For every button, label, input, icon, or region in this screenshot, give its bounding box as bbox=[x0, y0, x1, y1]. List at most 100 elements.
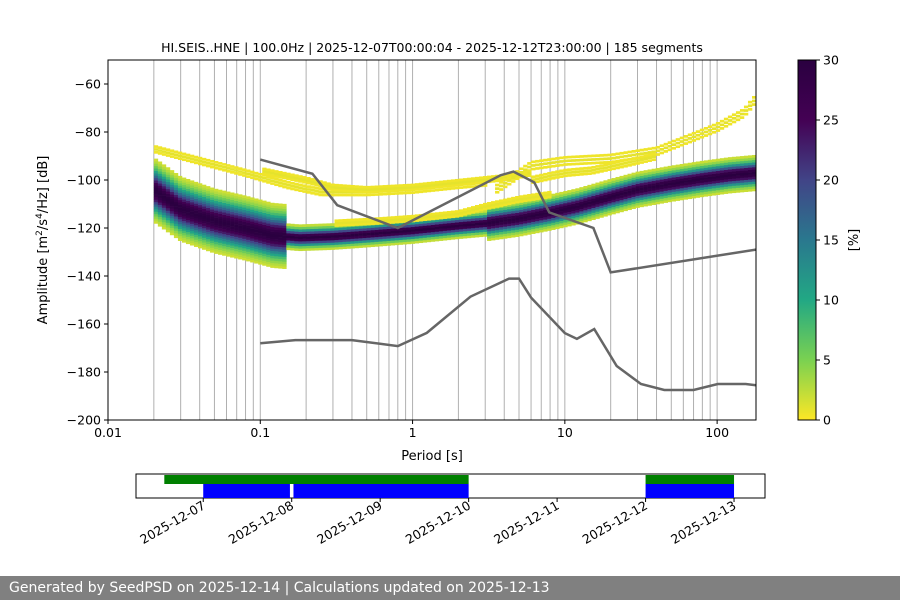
heat-cell-235 bbox=[185, 195, 191, 199]
heat-cell-1069 bbox=[350, 241, 355, 244]
heat-cell-1133 bbox=[374, 244, 379, 247]
heat-cell-424 bbox=[214, 205, 219, 209]
heat-cell-841 bbox=[278, 256, 283, 260]
heat-cell-617 bbox=[242, 202, 247, 206]
heat-cell-1420 bbox=[479, 231, 484, 235]
heat-cell-2289 bbox=[711, 173, 717, 177]
heat-cell-2219 bbox=[691, 164, 697, 168]
branch-2-cell-2898 bbox=[334, 219, 339, 223]
heat-cell-1565 bbox=[519, 223, 524, 227]
heat-cell-456 bbox=[218, 194, 223, 198]
heat-cell-2399 bbox=[739, 158, 745, 162]
coverage-blue-bar-2 bbox=[645, 484, 735, 498]
heat-cell-504 bbox=[226, 210, 231, 214]
heat-cell-1969 bbox=[627, 200, 632, 203]
heat-cell-1053 bbox=[342, 227, 347, 230]
heat-cell-1511 bbox=[503, 211, 508, 215]
heat-cell-804 bbox=[270, 214, 275, 218]
branch-1-cell-2758 bbox=[346, 189, 351, 193]
heat-cell-1752 bbox=[567, 197, 572, 200]
heat-cell-827 bbox=[274, 224, 279, 228]
heat-cell-1550 bbox=[515, 224, 520, 228]
heat-cell-706 bbox=[258, 252, 263, 256]
heat-cell-1158 bbox=[382, 236, 387, 239]
heat-cell-616 bbox=[242, 204, 247, 208]
branch-4-cell-3254 bbox=[531, 178, 536, 182]
heat-cell-887 bbox=[282, 211, 287, 214]
branch-3-cell-3092 bbox=[539, 162, 544, 166]
branch-2-cell-2979 bbox=[442, 211, 448, 215]
heat-cell-1119 bbox=[366, 225, 371, 229]
heat-cell-615 bbox=[242, 207, 247, 210]
heat-cell-459 bbox=[222, 253, 227, 256]
heat-cell-430 bbox=[214, 191, 219, 194]
heat-cell-2376 bbox=[735, 178, 741, 181]
heat-cell-1721 bbox=[559, 201, 564, 205]
branch-2-cell-2936 bbox=[386, 218, 391, 222]
heat-cell-2174 bbox=[679, 166, 685, 170]
heat-cell-1669 bbox=[547, 220, 552, 224]
branch-3-cell-3175 bbox=[651, 154, 656, 157]
heat-cell-1402 bbox=[470, 223, 476, 226]
heat-cell-19 bbox=[153, 175, 159, 179]
branch-0-cell-2479 bbox=[197, 162, 203, 166]
heat-cell-157 bbox=[173, 182, 179, 186]
heat-cell-587 bbox=[238, 208, 243, 212]
heat-cell-781 bbox=[266, 204, 271, 207]
branch-0-cell-2557 bbox=[302, 190, 307, 193]
branch-2-cell-2998 bbox=[470, 210, 476, 214]
heat-cell-1097 bbox=[358, 226, 363, 229]
branch-2-cell-3034 bbox=[519, 200, 524, 203]
heat-cell-1912 bbox=[611, 197, 616, 200]
heat-cell-2009 bbox=[635, 173, 640, 177]
heat-cell-1190 bbox=[394, 237, 400, 241]
branch-4-cell-3339 bbox=[643, 154, 648, 158]
heat-cell-1702 bbox=[555, 211, 560, 215]
heat-cell-225 bbox=[185, 219, 191, 223]
heat-cell-1723 bbox=[559, 196, 564, 200]
branch-1-cell-2833 bbox=[446, 184, 452, 188]
heat-cell-1772 bbox=[575, 219, 580, 223]
branch-3-cell-3063 bbox=[499, 180, 504, 184]
heat-cell-14 bbox=[153, 187, 159, 191]
heat-cell-462 bbox=[222, 245, 227, 249]
branch-3-cell-3215 bbox=[703, 130, 709, 134]
heat-cell-1112 bbox=[366, 242, 371, 245]
heat-cell-516 bbox=[230, 247, 235, 251]
branch-3-cell-3112 bbox=[567, 162, 572, 166]
heat-cell-182 bbox=[177, 190, 183, 193]
heat-cell-2274 bbox=[707, 174, 713, 177]
heat-cell-2015 bbox=[639, 194, 644, 198]
heat-cell-2103 bbox=[663, 195, 668, 199]
heat-cell-919 bbox=[294, 233, 299, 237]
heat-cell-807 bbox=[270, 207, 275, 211]
heat-cell-1592 bbox=[527, 229, 532, 233]
heat-cell-1094 bbox=[358, 233, 363, 236]
heat-cell-995 bbox=[322, 235, 327, 239]
heat-cell-1960 bbox=[623, 186, 628, 190]
heat-cell-1029 bbox=[334, 232, 339, 236]
branch-0-cell-2549 bbox=[290, 184, 295, 188]
heat-cell-1140 bbox=[374, 227, 379, 230]
heat-cell-1862 bbox=[599, 212, 604, 216]
heat-cell-1712 bbox=[559, 223, 564, 226]
heat-cell-107 bbox=[165, 167, 171, 170]
heat-cell-1870 bbox=[599, 193, 604, 197]
branch-0-cell-2548 bbox=[290, 187, 295, 191]
heat-cell-1927 bbox=[615, 196, 620, 199]
heat-cell-548 bbox=[234, 236, 239, 240]
heat-cell-1732 bbox=[563, 210, 568, 213]
branch-3-cell-3117 bbox=[571, 155, 576, 159]
heat-cell-2076 bbox=[655, 189, 660, 193]
heat-cell-168 bbox=[177, 223, 183, 227]
heat-cell-1731 bbox=[563, 212, 568, 216]
heat-cell-2193 bbox=[687, 191, 693, 195]
branch-3-cell-3082 bbox=[527, 169, 532, 172]
branch-1-cell-2841 bbox=[454, 178, 460, 182]
heat-cell-884 bbox=[282, 218, 287, 221]
heat-cell-240 bbox=[185, 183, 191, 187]
branch-3-cell-3188 bbox=[667, 144, 672, 148]
branch-1-cell-2766 bbox=[354, 185, 359, 188]
heat-cell-1694 bbox=[551, 196, 556, 199]
heat-cell-1489 bbox=[499, 229, 504, 233]
